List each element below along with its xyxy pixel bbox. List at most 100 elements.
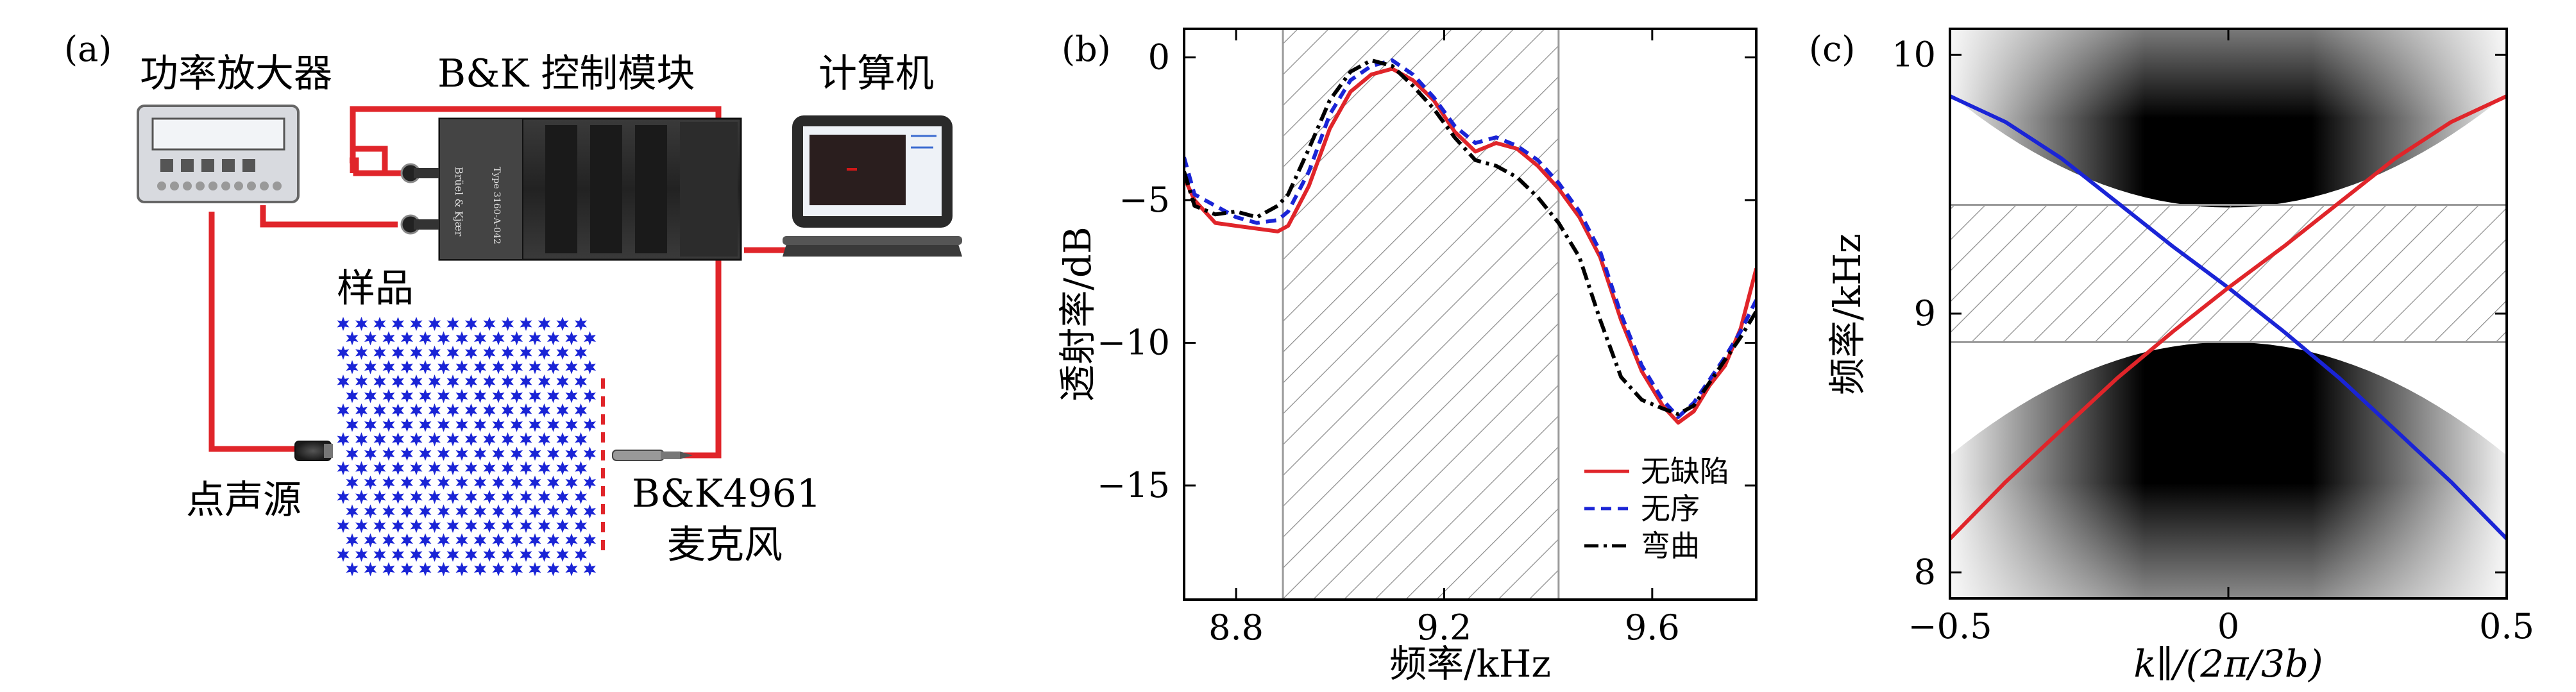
sample-star xyxy=(419,562,432,577)
sample-star xyxy=(483,375,496,389)
sample-label: 样品 xyxy=(337,266,414,311)
sample-star xyxy=(401,533,413,548)
sample-star xyxy=(346,504,359,519)
sample-star xyxy=(502,490,514,504)
sample-star xyxy=(465,317,477,331)
sample-star xyxy=(483,548,496,562)
sample-star xyxy=(474,562,486,577)
sample-star xyxy=(346,533,359,548)
sample-star xyxy=(410,461,423,475)
sample-star xyxy=(455,562,468,577)
sample-star xyxy=(492,533,505,548)
panel-b-legend: 无缺陷 无序 弯曲 xyxy=(1584,454,1729,563)
sample-star xyxy=(556,317,569,331)
sample-star xyxy=(474,475,486,490)
sample-star xyxy=(446,317,459,331)
legend-entry-bend: 弯曲 xyxy=(1641,528,1700,563)
series-line-1 xyxy=(1950,94,2507,541)
sample-star xyxy=(419,446,432,461)
sample-star xyxy=(483,490,496,504)
sample-star xyxy=(382,418,395,432)
sample-star xyxy=(565,418,578,432)
sample-star xyxy=(428,519,441,533)
sample-star xyxy=(355,317,368,331)
sample-star xyxy=(437,331,450,346)
sample-star xyxy=(355,403,368,418)
sample-star xyxy=(337,346,350,360)
legend-entry-disorder: 无序 xyxy=(1641,491,1700,526)
sample-star xyxy=(584,562,596,577)
sample-star xyxy=(529,475,541,490)
panel-b-axes-frame xyxy=(1183,28,1758,601)
sample-star xyxy=(483,403,496,418)
sample-star xyxy=(556,548,569,562)
sample-star xyxy=(575,375,587,389)
sample-star xyxy=(373,490,386,504)
sample-star xyxy=(565,446,578,461)
sample-star xyxy=(547,418,559,432)
sample-star xyxy=(392,461,404,475)
sample-star xyxy=(337,403,350,418)
sample-star xyxy=(538,490,550,504)
y-tick-label: −10 xyxy=(1097,323,1170,363)
sample-star xyxy=(373,432,386,446)
sample-star xyxy=(455,389,468,403)
sample-star xyxy=(419,475,432,490)
sample-star xyxy=(520,519,532,533)
sample-star xyxy=(337,519,350,533)
y-tick-label: −5 xyxy=(1119,180,1170,220)
sample-star xyxy=(364,533,377,548)
sample-star xyxy=(337,548,350,562)
series-line-0 xyxy=(1184,67,1756,425)
sample-star xyxy=(575,403,587,418)
sample-star xyxy=(474,331,486,346)
sample-star xyxy=(465,403,477,418)
sample-star xyxy=(565,389,578,403)
sample-star xyxy=(382,446,395,461)
sample-star xyxy=(428,403,441,418)
sample-star xyxy=(346,331,359,346)
sample-star xyxy=(529,533,541,548)
sample-star xyxy=(492,360,505,375)
sample-star xyxy=(547,562,559,577)
sample-star xyxy=(392,548,404,562)
x-tick-label: 8.8 xyxy=(1208,607,1264,648)
sample-star xyxy=(520,375,532,389)
sample-star xyxy=(355,375,368,389)
sample-star xyxy=(465,548,477,562)
sample-star xyxy=(446,548,459,562)
panel-c-series xyxy=(1950,94,2507,541)
power-amplifier xyxy=(137,105,300,203)
sample-star xyxy=(401,475,413,490)
sample-star xyxy=(529,418,541,432)
sample-star xyxy=(382,389,395,403)
sample-star xyxy=(428,461,441,475)
point-source xyxy=(294,441,333,461)
sample-star xyxy=(364,446,377,461)
sample-star xyxy=(410,548,423,562)
sample-star xyxy=(547,533,559,548)
sample-star xyxy=(474,533,486,548)
sample-star xyxy=(337,317,350,331)
sample-star xyxy=(511,446,523,461)
sample-star xyxy=(355,432,368,446)
sample-star xyxy=(410,403,423,418)
sample-star xyxy=(538,519,550,533)
panel-b-band-gap xyxy=(1282,28,1560,601)
sample-star xyxy=(419,331,432,346)
sample-star xyxy=(584,504,596,519)
sample-star xyxy=(364,331,377,346)
sample-star xyxy=(355,490,368,504)
sample-star xyxy=(502,317,514,331)
sample-star xyxy=(382,475,395,490)
sample-star xyxy=(392,317,404,331)
y-tick-label: 9 xyxy=(1914,293,1936,333)
sample-star xyxy=(502,346,514,360)
sample-star xyxy=(446,346,459,360)
sample-star xyxy=(502,432,514,446)
sample-star xyxy=(346,475,359,490)
sample-star xyxy=(401,360,413,375)
device-type-text: Type 3160-A-042 xyxy=(491,167,502,244)
sample-star xyxy=(556,490,569,504)
sample-star xyxy=(502,519,514,533)
